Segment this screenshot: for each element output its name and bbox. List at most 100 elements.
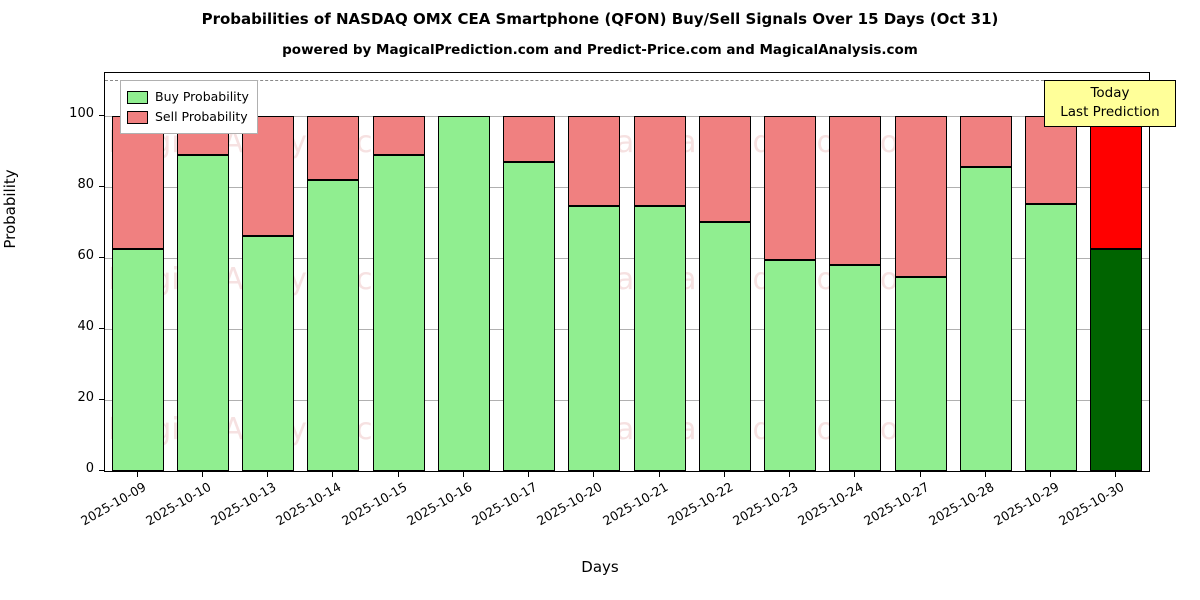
bar-segment-buy xyxy=(959,167,1012,471)
bar-segment-sell xyxy=(503,115,556,162)
x-axis-label: Days xyxy=(581,558,619,576)
reference-dashed-line xyxy=(105,80,1149,82)
x-tick-mark xyxy=(723,472,725,477)
y-tick-label: 100 xyxy=(69,105,94,121)
bar-segment-sell xyxy=(307,115,360,180)
y-tick-mark xyxy=(99,398,104,400)
bar-group xyxy=(633,73,686,471)
chart-subtitle: powered by MagicalPrediction.com and Pre… xyxy=(282,42,918,58)
plot-area xyxy=(104,72,1150,472)
legend-swatch-buy xyxy=(127,90,148,104)
bar-segment-buy xyxy=(698,222,751,471)
bar-group xyxy=(437,73,490,471)
bar-group xyxy=(111,73,164,471)
bar-group xyxy=(503,73,556,471)
x-tick-label: 2025-10-30 xyxy=(1056,479,1127,529)
bar-group xyxy=(959,73,1012,471)
legend-label-sell: Sell Probability xyxy=(155,109,248,124)
x-tick-mark xyxy=(528,472,530,477)
gridline xyxy=(105,471,1149,472)
x-tick-label: 2025-10-09 xyxy=(77,479,149,529)
legend-item-sell: Sell Probability xyxy=(127,107,249,127)
x-tick-label: 2025-10-14 xyxy=(273,479,344,529)
gridline xyxy=(105,328,1149,330)
y-tick-label: 20 xyxy=(77,389,94,405)
bar-segment-sell xyxy=(829,115,882,265)
bar-segment-sell xyxy=(111,115,164,249)
bar-segment-buy xyxy=(829,264,882,471)
x-tick-mark xyxy=(789,472,791,477)
x-tick-label: 2025-10-23 xyxy=(730,479,801,529)
bar-segment-buy xyxy=(764,259,817,471)
legend-swatch-sell xyxy=(127,110,148,124)
gridline xyxy=(105,257,1149,259)
chart-legend: Buy Probability Sell Probability xyxy=(120,80,258,134)
bar-group xyxy=(698,73,751,471)
x-tick-label: 2025-10-29 xyxy=(991,479,1062,529)
today-annotation: Today Last Prediction xyxy=(1044,80,1176,127)
today-annotation-line1: Today xyxy=(1090,85,1130,101)
gridline xyxy=(105,399,1149,401)
y-tick-mark xyxy=(99,256,104,258)
bar-group xyxy=(568,73,621,471)
y-tick-mark xyxy=(99,114,104,116)
x-tick-label: 2025-10-13 xyxy=(208,479,279,529)
bar-segment-buy xyxy=(894,277,947,471)
bar-segment-buy xyxy=(242,236,295,471)
legend-item-buy: Buy Probability xyxy=(127,87,249,107)
x-tick-label: 2025-10-22 xyxy=(664,479,736,529)
bar-segment-sell xyxy=(698,115,751,223)
x-tick-mark xyxy=(593,472,595,477)
x-tick-mark xyxy=(267,472,269,477)
chart-title: Probabilities of NASDAQ OMX CEA Smartpho… xyxy=(201,10,999,28)
x-tick-label: 2025-10-10 xyxy=(142,479,214,529)
x-tick-label: 2025-10-15 xyxy=(338,479,410,529)
bar-segment-sell xyxy=(633,115,686,207)
x-tick-label: 2025-10-27 xyxy=(860,479,932,529)
x-tick-mark xyxy=(854,472,856,477)
x-tick-mark xyxy=(397,472,399,477)
gridline xyxy=(105,115,1149,117)
bar-segment-sell xyxy=(242,115,295,237)
bar-group xyxy=(372,73,425,471)
y-tick-label: 0 xyxy=(85,461,94,476)
bar-segment-buy xyxy=(372,154,425,471)
bar-segment-buy xyxy=(633,206,686,471)
x-tick-label: 2025-10-21 xyxy=(599,479,671,529)
x-tick-mark xyxy=(136,472,138,477)
x-tick-mark xyxy=(919,472,921,477)
bar-group xyxy=(242,73,295,471)
x-tick-label: 2025-10-16 xyxy=(403,479,475,529)
y-tick-mark xyxy=(99,185,104,187)
bar-group xyxy=(307,73,360,471)
bar-segment-sell xyxy=(959,115,1012,168)
legend-label-buy: Buy Probability xyxy=(155,89,249,104)
bar-segment-buy xyxy=(437,115,490,471)
bar-segment-sell xyxy=(372,115,425,155)
bar-group xyxy=(1090,73,1143,471)
x-tick-mark xyxy=(1115,472,1117,477)
bar-segment-sell xyxy=(1025,115,1078,205)
y-tick-label: 60 xyxy=(77,247,94,263)
today-annotation-line2: Last Prediction xyxy=(1060,104,1160,120)
x-tick-label: 2025-10-28 xyxy=(925,479,997,529)
bar-group xyxy=(764,73,817,471)
x-tick-mark xyxy=(658,472,660,477)
y-tick-label: 80 xyxy=(77,176,94,192)
x-tick-label: 2025-10-24 xyxy=(795,479,866,529)
bar-segment-sell xyxy=(568,115,621,207)
bar-segment-buy xyxy=(503,161,556,471)
x-tick-mark xyxy=(1050,472,1052,477)
bar-segment-sell xyxy=(1090,115,1143,249)
bar-segment-buy xyxy=(111,248,164,471)
y-tick-mark xyxy=(99,327,104,329)
bar-group xyxy=(894,73,947,471)
bar-segment-sell xyxy=(764,115,817,260)
bar-segment-buy xyxy=(307,179,360,471)
x-tick-label: 2025-10-17 xyxy=(469,479,540,529)
bar-group xyxy=(1025,73,1078,471)
bar-group xyxy=(176,73,229,471)
bar-segment-buy xyxy=(568,206,621,471)
x-tick-mark xyxy=(201,472,203,477)
gridline xyxy=(105,186,1149,188)
